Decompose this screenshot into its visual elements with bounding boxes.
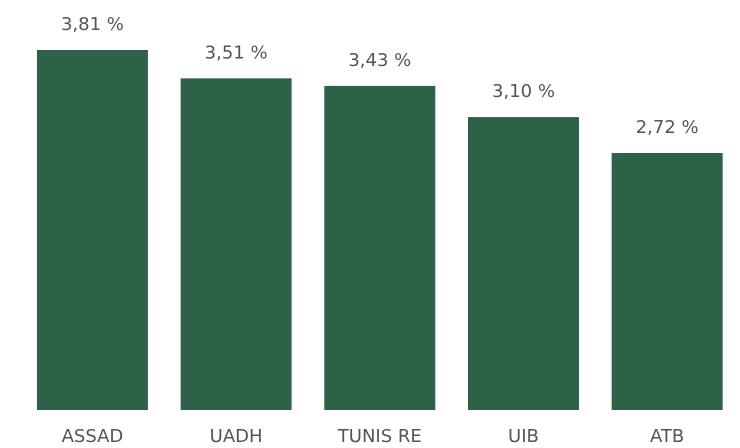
x-tick-label: UADH [210,426,263,447]
x-tick-label: ASSAD [62,426,124,447]
bar [324,85,436,410]
x-tick-label: TUNIS RE [337,426,422,447]
bar [467,117,579,411]
data-label: 3,81 % [61,14,124,35]
bar [36,50,148,410]
data-label: 2,72 % [636,117,699,138]
x-tick-label: ATB [650,426,684,447]
data-label: 3,10 % [492,81,555,102]
bar [611,152,723,410]
x-tick-label: UIB [508,426,539,447]
bar [180,78,292,410]
data-label: 3,51 % [205,42,268,63]
data-label: 3,43 % [348,50,411,71]
